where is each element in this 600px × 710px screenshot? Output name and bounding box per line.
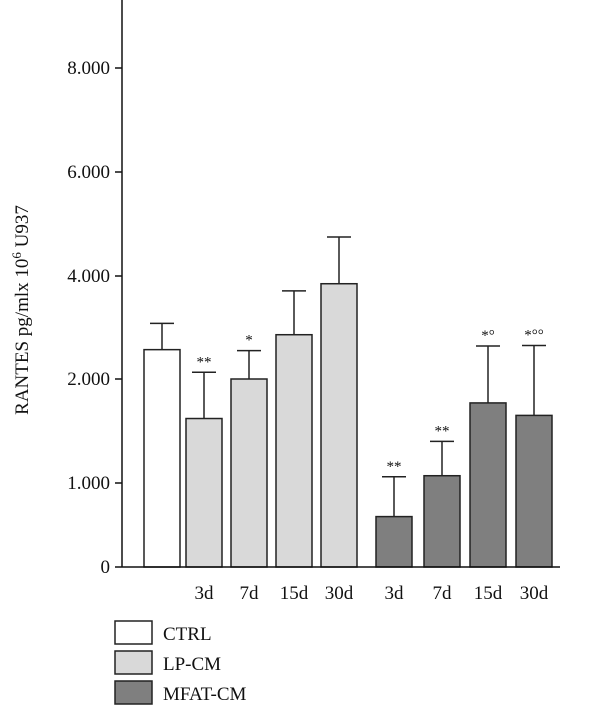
x-tick-label-lp-cm-30d: 30d bbox=[325, 583, 354, 604]
legend: CTRL LP-CM MFAT-CM bbox=[114, 620, 247, 705]
significance-label-mfat-cm-3d: ** bbox=[387, 459, 402, 475]
significance-label-lp-cm-3d: ** bbox=[197, 354, 212, 370]
y-axis-title-superscript: 6 bbox=[9, 252, 24, 259]
legend-label-ctrl: CTRL bbox=[163, 624, 212, 645]
legend-label-mfat-cm: MFAT-CM bbox=[163, 684, 247, 705]
x-tick-label-lp-cm-3d: 3d bbox=[195, 583, 215, 604]
bar-mfat-cm-3d bbox=[375, 515, 413, 568]
legend-label-lp-cm: LP-CM bbox=[163, 654, 221, 675]
bar-lp-cm-30d bbox=[320, 282, 358, 568]
y-tick-label-2.000: 2.000 bbox=[67, 369, 110, 390]
x-tick-label-mfat-cm-3d: 3d bbox=[385, 583, 405, 604]
axes: RANTES pg/mlx 106 U937 bbox=[9, 0, 560, 568]
y-tick-label-6.000: 6.000 bbox=[67, 162, 110, 183]
y-tick-label-8.000: 8.000 bbox=[67, 58, 110, 79]
bar-lp-cm-15d bbox=[275, 333, 313, 568]
legend-swatch-mfat-cm bbox=[114, 680, 153, 705]
x-tick-label-mfat-cm-30d: 30d bbox=[520, 583, 549, 604]
bar-ctrl-bar bbox=[143, 348, 181, 568]
y-tick-label-4.000: 4.000 bbox=[67, 266, 110, 287]
legend-swatch-ctrl bbox=[114, 620, 153, 645]
bar-mfat-cm-30d bbox=[515, 414, 553, 568]
x-tick-label-lp-cm-15d: 15d bbox=[280, 583, 309, 604]
significance-label-lp-cm-7d: * bbox=[245, 333, 253, 349]
significance-label-mfat-cm-15d: *° bbox=[481, 328, 495, 344]
bar-mfat-cm-15d bbox=[469, 402, 507, 568]
y-axis-title-suffix: U937 bbox=[12, 205, 33, 252]
y-axis-title: RANTES pg/mlx 106 U937 bbox=[9, 205, 33, 415]
legend-swatch-lp-cm bbox=[114, 650, 153, 675]
y-axis-title-main: RANTES pg/mlx 10 bbox=[12, 259, 33, 415]
x-tick-label-mfat-cm-15d: 15d bbox=[474, 583, 503, 604]
y-tick-label-1.000: 1.000 bbox=[67, 473, 110, 494]
x-tick-label-mfat-cm-7d: 7d bbox=[433, 583, 453, 604]
bar-lp-cm-7d bbox=[230, 378, 268, 568]
x-tick-label-lp-cm-7d: 7d bbox=[240, 583, 260, 604]
bar-mfat-cm-7d bbox=[423, 474, 461, 568]
bar-lp-cm-3d bbox=[185, 417, 223, 568]
plot-area: 0 1.000 2.000 4.000 6.000 8.000 ** 3d * 7d 15d 30d *… bbox=[67, 58, 553, 604]
y-tick-label-0: 0 bbox=[101, 557, 111, 578]
significance-label-mfat-cm-30d: *°° bbox=[524, 328, 544, 344]
significance-label-mfat-cm-7d: ** bbox=[435, 423, 450, 439]
